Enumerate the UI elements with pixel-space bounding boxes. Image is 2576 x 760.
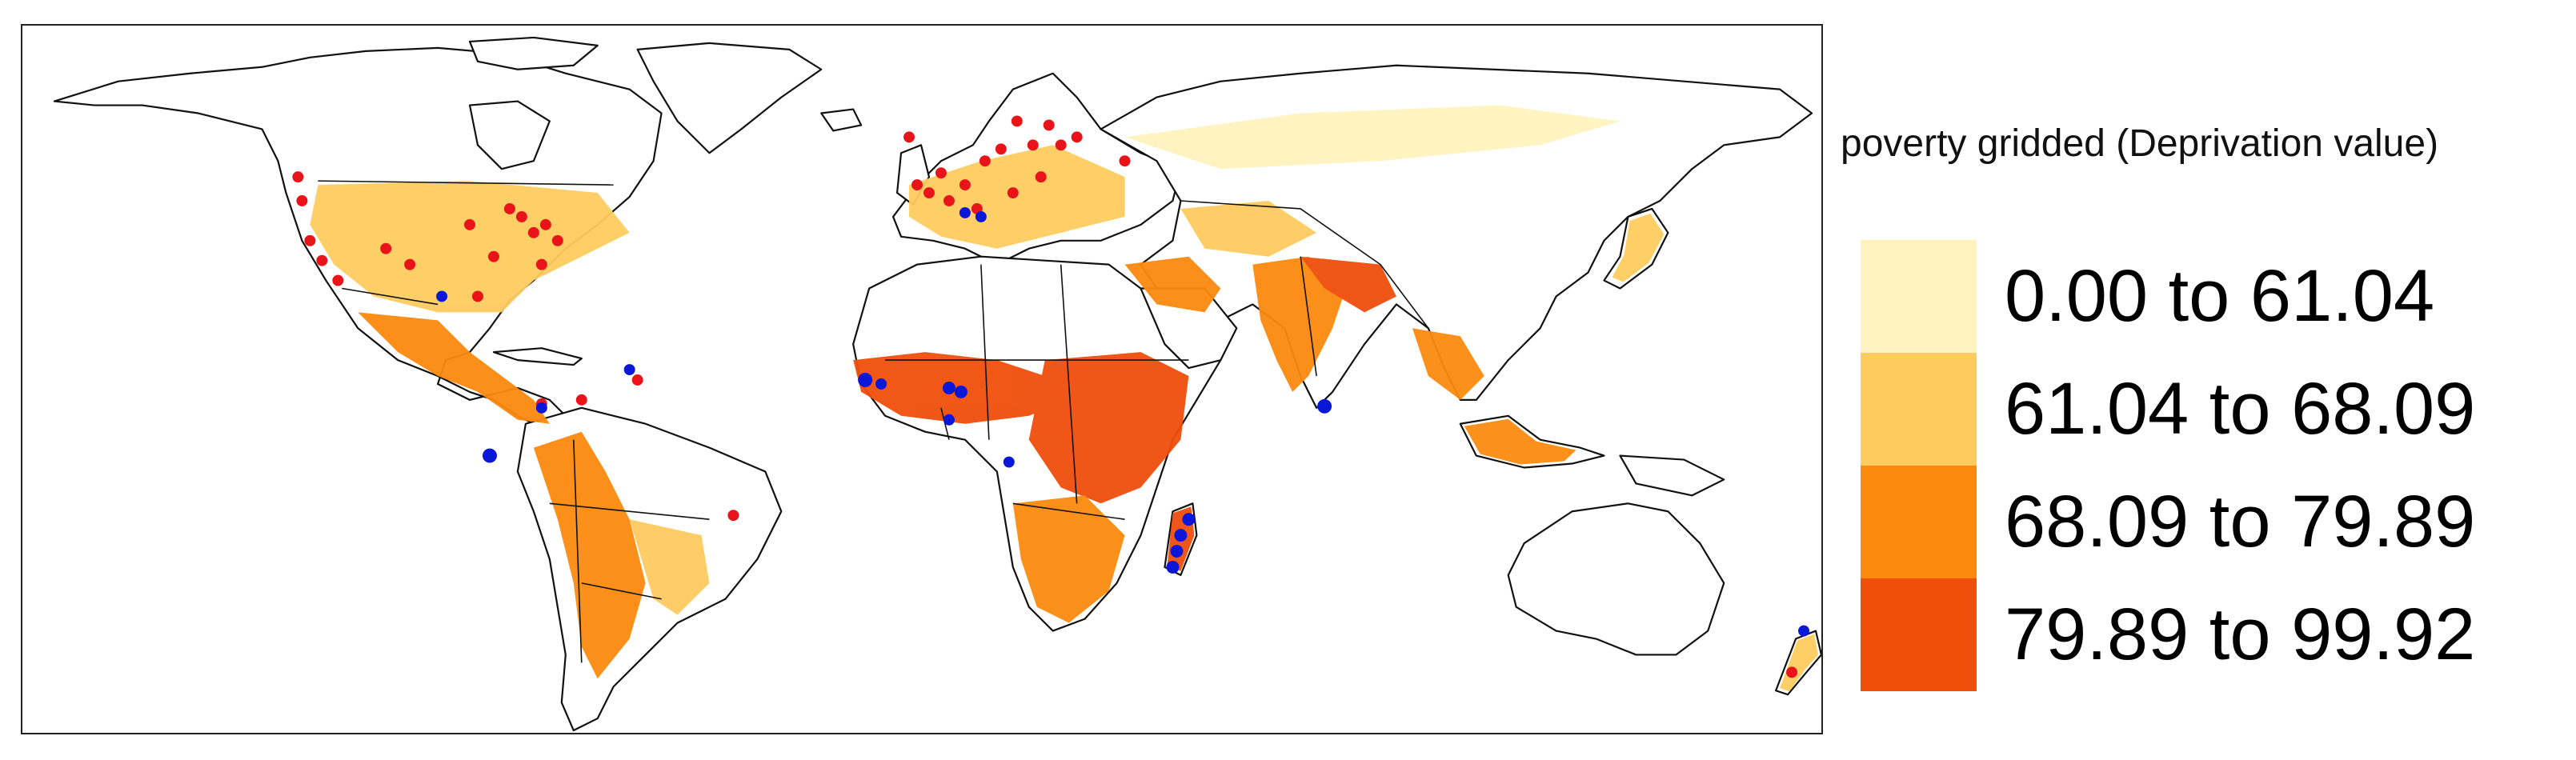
legend-item-class-4: 79.89 to 99.92	[1861, 578, 2565, 691]
blue-point	[1170, 545, 1184, 558]
legend-label: 0.00 to 61.04	[2005, 255, 2435, 337]
southeast-asia-class-3	[1412, 328, 1484, 400]
blue-point	[623, 364, 635, 376]
blue-point	[482, 448, 497, 463]
hudson-bay-water	[468, 100, 551, 170]
legend-swatch	[1861, 578, 1977, 691]
red-point	[959, 179, 971, 191]
red-point	[1043, 119, 1055, 131]
legend-swatch	[1861, 466, 1977, 578]
us-mexico-border	[342, 287, 439, 306]
red-point	[1027, 139, 1039, 151]
blue-point	[1174, 529, 1188, 542]
red-point	[515, 210, 527, 222]
south-america-internal-borders	[549, 439, 710, 663]
south-america-class-2	[629, 519, 710, 615]
legend-label: 68.09 to 79.89	[2005, 481, 2476, 562]
blue-point	[436, 290, 448, 302]
legend-label: 79.89 to 99.92	[2005, 594, 2476, 675]
legend-item-class-2: 61.04 to 68.09	[1861, 353, 2565, 466]
red-point	[943, 195, 955, 206]
blue-point	[1182, 513, 1196, 526]
blue-point	[1317, 398, 1332, 414]
south-asia-class-4	[1300, 256, 1396, 313]
blue-point	[954, 385, 968, 398]
red-point	[1071, 131, 1083, 143]
red-point	[1055, 139, 1067, 151]
legend-item-class-3: 68.09 to 79.89	[1861, 466, 2565, 578]
japan-class-2	[1612, 213, 1665, 282]
red-point	[1007, 187, 1019, 199]
red-point	[332, 274, 344, 286]
red-point	[292, 171, 304, 183]
legend-swatch	[1861, 353, 1977, 466]
legend-label: 61.04 to 68.09	[2005, 368, 2476, 450]
red-point	[551, 234, 563, 246]
australia-landmass	[1507, 502, 1725, 656]
red-point	[404, 258, 416, 270]
india-class-3	[1252, 256, 1349, 392]
red-point	[316, 254, 328, 266]
new-guinea-island	[1619, 454, 1725, 497]
middle-east-class-3	[1124, 256, 1221, 313]
blue-point	[959, 206, 971, 218]
red-point	[535, 258, 547, 270]
red-point	[1786, 666, 1798, 678]
red-point	[380, 242, 392, 254]
us-canada-border	[318, 180, 614, 186]
red-point	[464, 218, 475, 230]
blue-point	[1003, 456, 1015, 468]
south-america-class-3	[533, 431, 646, 679]
red-point	[472, 290, 483, 302]
russia-class-1	[1124, 105, 1621, 170]
red-point	[1119, 155, 1131, 167]
red-point	[527, 226, 539, 238]
red-point	[631, 374, 643, 386]
legend-swatch	[1861, 240, 1977, 353]
red-point	[575, 394, 587, 406]
cuba-island	[492, 347, 583, 366]
iceland-island	[820, 108, 863, 132]
blue-point	[942, 381, 955, 394]
southern-africa-class-3	[1012, 495, 1125, 623]
blue-point	[1798, 625, 1810, 637]
red-point	[979, 155, 991, 167]
red-point	[304, 234, 316, 246]
blue-point	[875, 378, 887, 390]
red-point	[935, 167, 947, 179]
red-point	[296, 195, 308, 206]
blue-point	[975, 210, 987, 222]
red-point	[539, 218, 551, 230]
red-point	[503, 202, 515, 214]
blue-point	[535, 402, 547, 414]
red-point	[911, 179, 923, 191]
red-point	[923, 187, 935, 199]
blue-point	[858, 373, 873, 387]
world-map	[53, 36, 1821, 732]
arctic-islands	[468, 36, 599, 70]
red-point	[1035, 171, 1047, 183]
legend-title: poverty gridded (Deprivation value)	[1841, 122, 2439, 165]
africa-internal-borders	[885, 264, 1189, 520]
red-point	[1011, 115, 1023, 127]
mexico-central-america-class-3	[358, 312, 550, 424]
greenland-landmass	[636, 42, 823, 154]
usa-class-2	[310, 181, 630, 313]
legend-item-class-1: 0.00 to 61.04	[1861, 240, 2565, 353]
red-point	[995, 143, 1007, 155]
blue-point	[1166, 560, 1180, 574]
world-map-frame	[21, 24, 1823, 734]
indonesia-class-3	[1464, 418, 1576, 465]
red-point	[903, 131, 915, 143]
red-point	[727, 510, 739, 522]
blue-point	[943, 414, 955, 426]
central-asia-class-2	[1180, 201, 1317, 257]
asia-internal-borders	[1180, 200, 1429, 377]
europe-class-2	[909, 145, 1125, 249]
red-point	[487, 250, 499, 262]
